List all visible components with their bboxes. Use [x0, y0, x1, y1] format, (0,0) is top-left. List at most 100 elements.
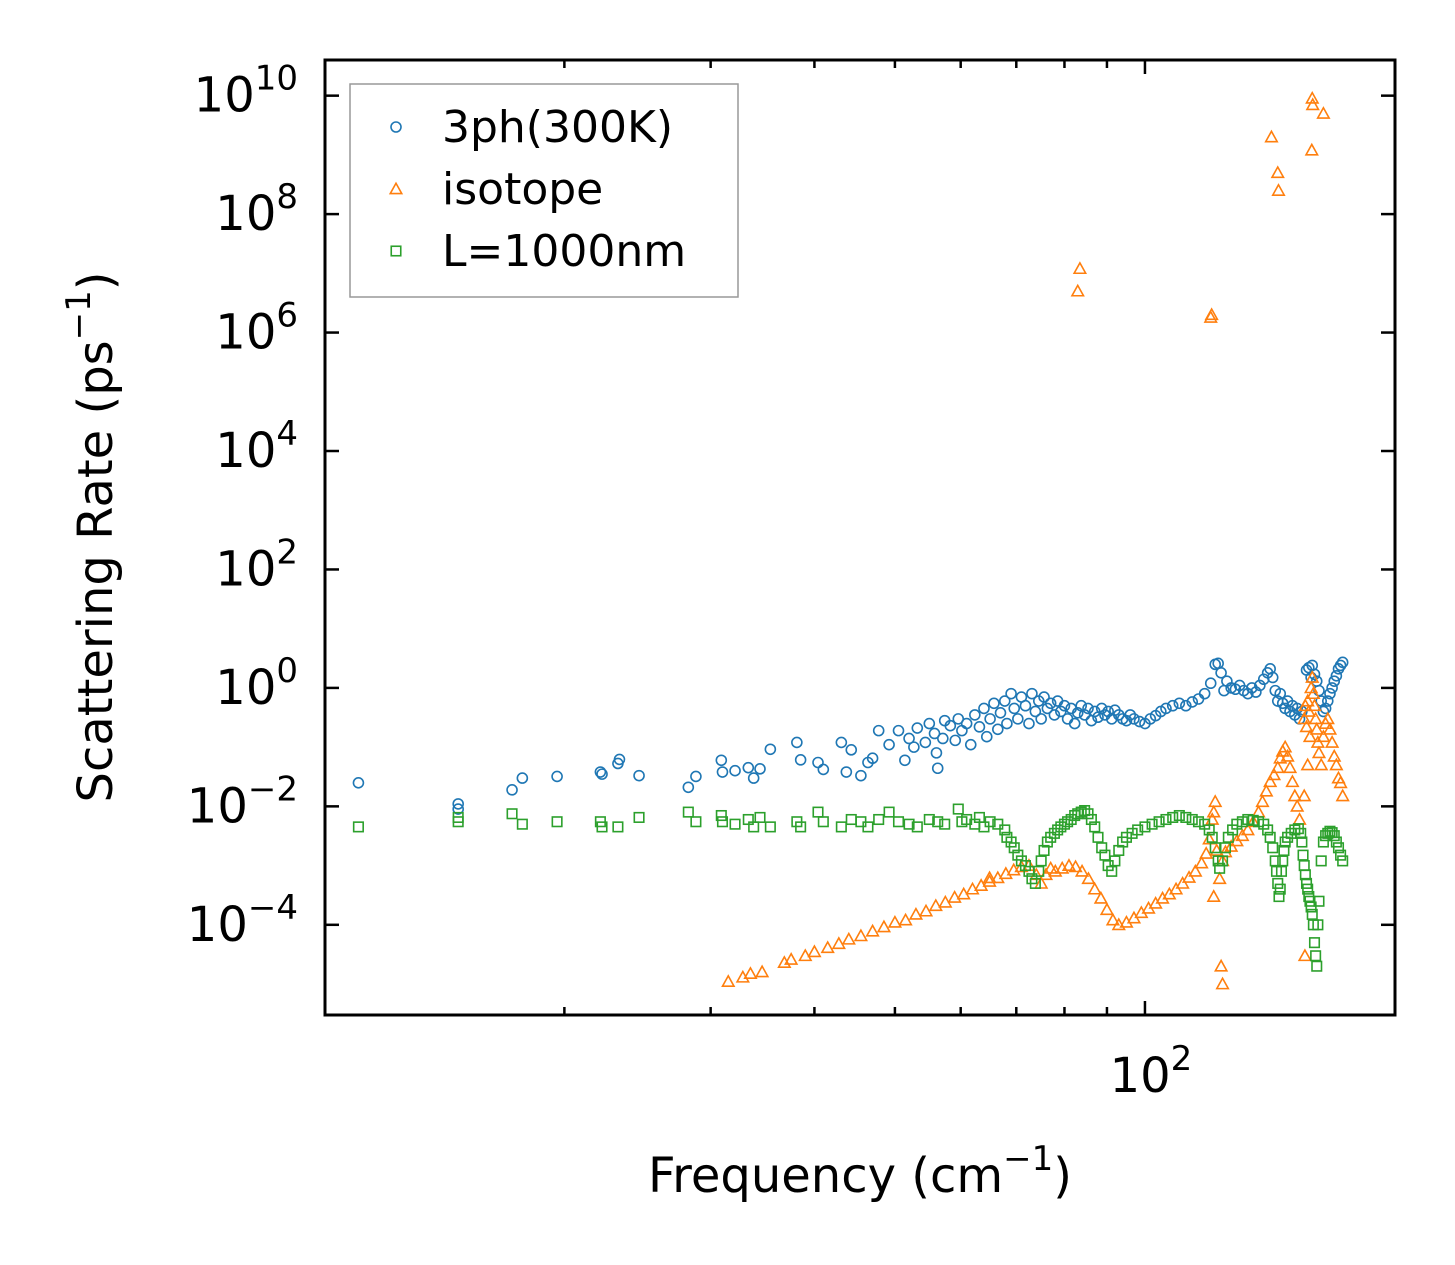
- data-point-circle: [794, 754, 807, 766]
- y-tick-label-base: 10: [215, 186, 276, 242]
- data-point-triangle: [798, 948, 813, 962]
- data-point-triangle: [784, 952, 799, 965]
- data-point-triangle: [1259, 783, 1274, 797]
- data-point-circle: [1321, 695, 1334, 707]
- data-point-square: [835, 821, 847, 833]
- data-point-triangle: [865, 923, 880, 937]
- data-point-circle: [613, 753, 626, 766]
- data-point-square: [1300, 877, 1313, 889]
- data-point-square: [883, 806, 895, 818]
- data-point-triangle: [1320, 711, 1335, 725]
- data-point-square: [452, 816, 464, 828]
- data-point-circle: [452, 798, 464, 810]
- data-point-circle: [1058, 699, 1071, 712]
- data-point-square: [1038, 844, 1050, 857]
- data-point-triangle: [887, 914, 903, 928]
- y-tick-label-exp: 4: [276, 414, 298, 454]
- data-point-circle: [716, 766, 729, 778]
- data-point-circle: [1055, 705, 1067, 718]
- data-point-triangle: [1240, 822, 1255, 836]
- data-point-square: [1106, 865, 1118, 877]
- data-point-square: [754, 811, 766, 823]
- x-axis-title-text: Frequency (cm: [648, 1148, 1003, 1204]
- data-point-circle: [949, 734, 962, 747]
- data-point-circle: [964, 738, 977, 751]
- data-point-circle: [1026, 687, 1038, 700]
- data-point-triangle: [1061, 858, 1077, 871]
- data-point-circle: [690, 770, 702, 783]
- data-point-square: [1096, 842, 1108, 854]
- data-point-square: [1315, 855, 1327, 867]
- y-tick-label-base: 10: [215, 423, 276, 479]
- data-point-square: [1019, 860, 1032, 872]
- data-point-triangle: [1305, 97, 1320, 111]
- data-point-square: [1113, 844, 1125, 857]
- data-point-square: [1305, 901, 1317, 913]
- y-tick-label-base: 10: [194, 68, 255, 124]
- data-point-triangle: [1300, 757, 1315, 771]
- data-point-triangle: [1304, 142, 1319, 156]
- data-point-circle: [1005, 687, 1017, 700]
- data-point-circle: [1078, 709, 1091, 721]
- data-point-triangle: [1314, 757, 1329, 771]
- legend-marker-circle: [390, 121, 402, 133]
- data-point-triangle: [831, 936, 846, 950]
- series-square: [352, 803, 1349, 972]
- data-point-circle: [937, 732, 949, 745]
- data-point-circle: [1326, 682, 1338, 694]
- data-point-square: [1313, 895, 1325, 907]
- data-point-triangle: [1280, 748, 1295, 762]
- data-point-square: [812, 806, 824, 818]
- data-point-circle: [352, 776, 365, 789]
- data-point-triangle: [841, 931, 856, 945]
- data-point-square: [999, 824, 1011, 836]
- data-point-circle: [747, 772, 760, 784]
- data-point-square: [1262, 824, 1274, 836]
- data-point-square: [716, 816, 729, 828]
- data-point-circle: [960, 717, 973, 730]
- data-point-square: [1298, 860, 1310, 872]
- data-point-circle: [866, 752, 879, 765]
- data-point-triangle: [1181, 870, 1197, 883]
- y-tick-label-exp: 10: [255, 59, 298, 99]
- data-point-square: [516, 818, 528, 830]
- data-point-square: [551, 816, 563, 828]
- y-tick-label-exp: 6: [276, 296, 298, 336]
- data-point-circle: [1095, 702, 1108, 715]
- data-point-circle: [1328, 675, 1341, 687]
- data-point-triangle: [1099, 902, 1115, 916]
- data-point-square: [992, 818, 1004, 830]
- data-point-triangle: [1255, 794, 1270, 808]
- data-point-triangle: [1282, 760, 1298, 774]
- data-point-square: [1302, 883, 1314, 895]
- data-point-triangle: [1215, 976, 1230, 990]
- data-point-square: [1272, 877, 1284, 889]
- data-point-circle: [998, 695, 1011, 707]
- y-axis-title-end: ): [68, 271, 124, 290]
- data-point-square: [1299, 869, 1311, 881]
- data-point-square: [764, 821, 776, 833]
- data-point-circle: [1133, 715, 1146, 728]
- data-point-square: [1109, 855, 1121, 867]
- data-point-circle: [991, 723, 1004, 736]
- data-point-circle: [596, 768, 608, 780]
- data-point-circle: [1088, 705, 1101, 718]
- data-point-square: [1146, 818, 1158, 830]
- data-point-circle: [855, 769, 867, 782]
- data-point-square: [952, 803, 964, 815]
- data-point-triangle: [1074, 863, 1090, 877]
- data-point-square: [682, 806, 694, 818]
- data-point-square: [1330, 836, 1342, 848]
- data-point-triangle: [1264, 129, 1279, 143]
- data-point-circle: [969, 709, 981, 721]
- data-point-circle: [817, 763, 830, 776]
- data-point-square: [1206, 831, 1218, 843]
- data-point-circle: [903, 732, 915, 745]
- data-point-circle: [729, 764, 741, 777]
- data-point-circle: [1061, 713, 1074, 725]
- data-point-circle: [1128, 713, 1140, 725]
- data-point-triangle: [1206, 889, 1221, 902]
- x-tick-label: 102: [1110, 1039, 1193, 1104]
- data-point-triangle: [1306, 686, 1321, 700]
- data-point-circle: [1001, 717, 1013, 730]
